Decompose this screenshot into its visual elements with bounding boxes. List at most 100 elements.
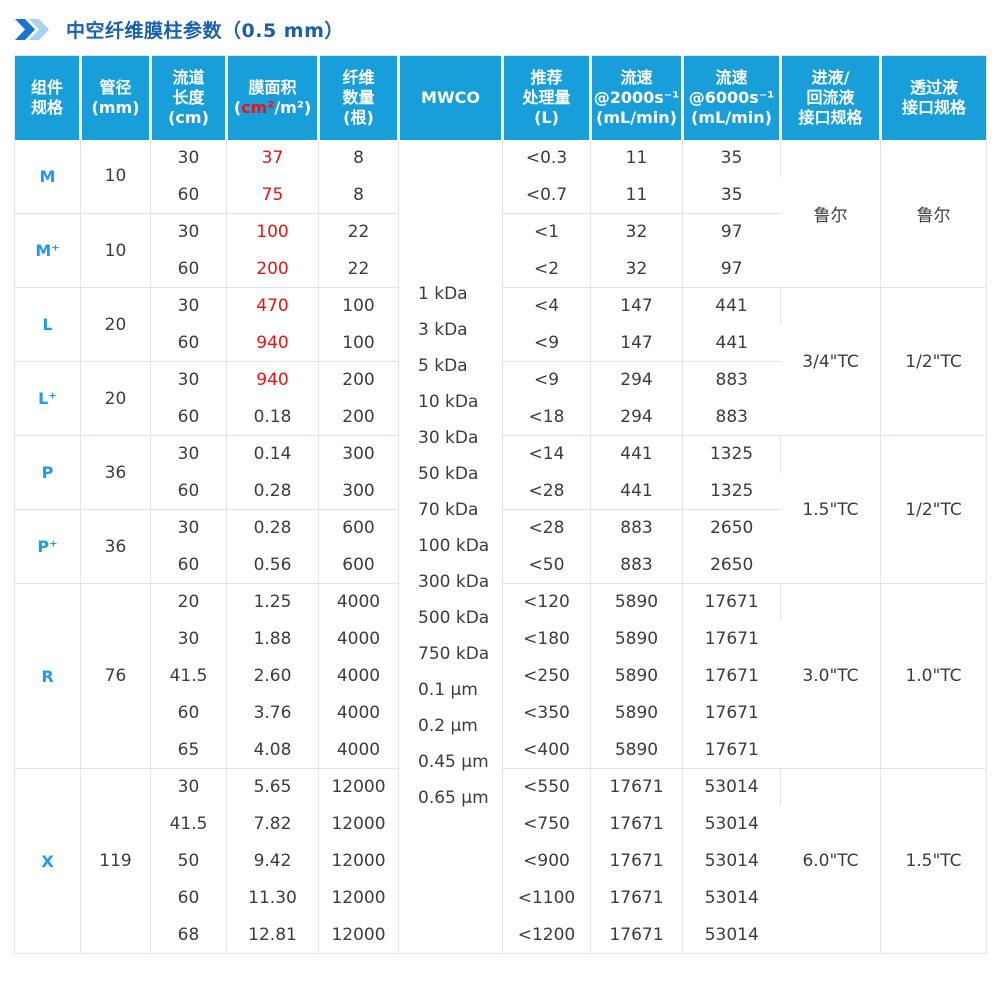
- membrane-area-value: 0.28: [226, 509, 319, 547]
- tube-diameter-value: 20: [80, 361, 151, 436]
- component-name: L: [14, 287, 81, 362]
- channel-length-value: 68: [150, 916, 227, 954]
- page-title: 中空纤维膜柱参数（0.5 mm）: [66, 20, 344, 42]
- channel-length-value: 30: [150, 361, 227, 399]
- table-row: X 119 30 5.65 12000 <550 17671 53014 6.0"TC 1.5"T…: [14, 768, 987, 954]
- flow-rate-2000-value: 17671: [590, 842, 683, 880]
- channel-length-value: 60: [150, 546, 227, 584]
- flow-rate-2000-value: 883: [590, 546, 683, 584]
- fiber-count-value: 4000: [318, 657, 399, 695]
- flow-rate-2000-value: 32: [590, 250, 683, 288]
- flow-rate-6000-value: 441: [682, 287, 781, 325]
- flow-rate-2000-value: 5890: [590, 583, 683, 621]
- flow-rate-6000-value: 2650: [682, 509, 781, 547]
- flow-rate-6000-value: 53014: [682, 842, 781, 880]
- table-row: R 76 20 1.25 4000 <120 5890 17671 3.0"TC 1.0"TC: [14, 583, 987, 769]
- fiber-count-value: 12000: [318, 916, 399, 954]
- flow-rate-2000-value: 17671: [590, 879, 683, 917]
- channel-length-value: 30: [150, 509, 227, 547]
- channel-length-value: 30: [150, 213, 227, 251]
- fiber-count-value: 12000: [318, 768, 399, 806]
- permeate-port-spec: 1/2"TC: [880, 435, 987, 584]
- recommended-volume-value: <1100: [502, 879, 591, 917]
- tube-diameter-value: 119: [80, 768, 151, 954]
- channel-length-value: 65: [150, 731, 227, 769]
- flow-rate-6000-value: 1325: [682, 472, 781, 510]
- fiber-count-value: 100: [318, 287, 399, 325]
- flow-rate-6000-value: 17671: [682, 694, 781, 732]
- flow-rate-2000-value: 5890: [590, 620, 683, 658]
- recommended-volume-value: <400: [502, 731, 591, 769]
- fiber-count-value: 22: [318, 250, 399, 288]
- membrane-area-value: 0.56: [226, 546, 319, 584]
- membrane-area-label: 膜面积: [248, 77, 297, 97]
- component-name: M⁺: [14, 213, 81, 288]
- inlet-port-spec: 3/4"TC: [780, 287, 881, 436]
- table-row: P⁺ 36 30 0.28 600 <28 883 2650: [14, 509, 987, 584]
- recommended-volume-value: <18: [502, 398, 591, 436]
- title-bar: 中空纤维膜柱参数（0.5 mm）: [0, 0, 1000, 55]
- recommended-volume-value: <0.3: [502, 139, 591, 177]
- fiber-count-value: 4000: [318, 694, 399, 732]
- membrane-area-value: 0.18: [226, 398, 319, 436]
- table-row: 60 0.28 300 <28 441 1325: [15, 472, 987, 510]
- flow-rate-2000-value: 294: [590, 398, 683, 436]
- fiber-count-value: 12000: [318, 842, 399, 880]
- spec-table: 组件 规格 管径 (mm) 流道 长度 (cm) 膜面积 (cm²/m²) 纤维 …: [14, 55, 987, 954]
- flow-rate-2000-value: 147: [590, 324, 683, 362]
- recommended-volume-value: <1: [502, 213, 591, 251]
- fiber-count-value: 12000: [318, 879, 399, 917]
- table-row: M⁺ 10 30 100 22 <1 32 97: [14, 213, 987, 288]
- flow-rate-2000-value: 294: [590, 361, 683, 399]
- flow-rate-6000-value: 53014: [682, 916, 781, 954]
- membrane-area-value: 200: [226, 250, 319, 288]
- membrane-area-value: 470: [226, 287, 319, 325]
- recommended-volume-value: <4: [502, 287, 591, 325]
- flow-rate-6000-value: 17671: [682, 657, 781, 695]
- recommended-volume-value: <2: [502, 250, 591, 288]
- channel-length-value: 50: [150, 842, 227, 880]
- membrane-area-value: 75: [226, 176, 319, 214]
- membrane-area-value: 0.28: [226, 472, 319, 510]
- flow-rate-2000-value: 17671: [590, 768, 683, 806]
- membrane-area-value: 1.25: [226, 583, 319, 621]
- col-header-permeate-port: 透过液 接口规格: [880, 55, 987, 140]
- recommended-volume-value: <14: [502, 435, 591, 473]
- fiber-count-value: 8: [318, 176, 399, 214]
- flow-rate-2000-value: 17671: [590, 805, 683, 843]
- flow-rate-6000-value: 2650: [682, 546, 781, 584]
- table-row: 68 12.81 12000 <1200 17671 53014: [15, 916, 987, 954]
- membrane-area-value: 3.76: [226, 694, 319, 732]
- flow-rate-6000-value: 53014: [682, 768, 781, 806]
- channel-length-value: 30: [150, 139, 227, 177]
- recommended-volume-value: <28: [502, 509, 591, 547]
- inlet-port-spec: 3.0"TC: [780, 583, 881, 769]
- flow-rate-2000-value: 147: [590, 287, 683, 325]
- col-header-mwco: MWCO: [398, 55, 504, 140]
- flow-rate-2000-value: 5890: [590, 731, 683, 769]
- fiber-count-value: 4000: [318, 731, 399, 769]
- flow-rate-6000-value: 53014: [682, 879, 781, 917]
- col-header-length: 流道 长度 (cm): [150, 55, 228, 140]
- membrane-area-value: 0.14: [226, 435, 319, 473]
- table-row: 60 200 22 <2 32 97: [15, 250, 987, 288]
- flow-rate-2000-value: 441: [590, 435, 683, 473]
- fiber-count-value: 600: [318, 509, 399, 547]
- col-header-component: 组件 规格: [14, 55, 82, 140]
- recommended-volume-value: <9: [502, 361, 591, 399]
- recommended-volume-value: <550: [502, 768, 591, 806]
- table-row: 41.5 2.60 4000 <250 5890 17671: [15, 657, 987, 695]
- channel-length-value: 30: [150, 435, 227, 473]
- flow-rate-2000-value: 17671: [590, 916, 683, 954]
- inlet-port-spec: 1.5"TC: [780, 435, 881, 584]
- membrane-area-value: 11.30: [226, 879, 319, 917]
- inlet-port-spec: 鲁尔: [780, 139, 881, 288]
- tube-diameter-value: 10: [80, 213, 151, 288]
- component-name: L⁺: [14, 361, 81, 436]
- table-row: L 20 30 470 100 <4 147 441 3/4"TC 1/2"TC: [14, 287, 987, 436]
- channel-length-value: 60: [150, 250, 227, 288]
- tube-diameter-value: 10: [80, 139, 151, 214]
- col-header-fiber-count: 纤维 数量 (根): [318, 55, 400, 140]
- flow-rate-6000-value: 53014: [682, 805, 781, 843]
- channel-length-value: 30: [150, 287, 227, 325]
